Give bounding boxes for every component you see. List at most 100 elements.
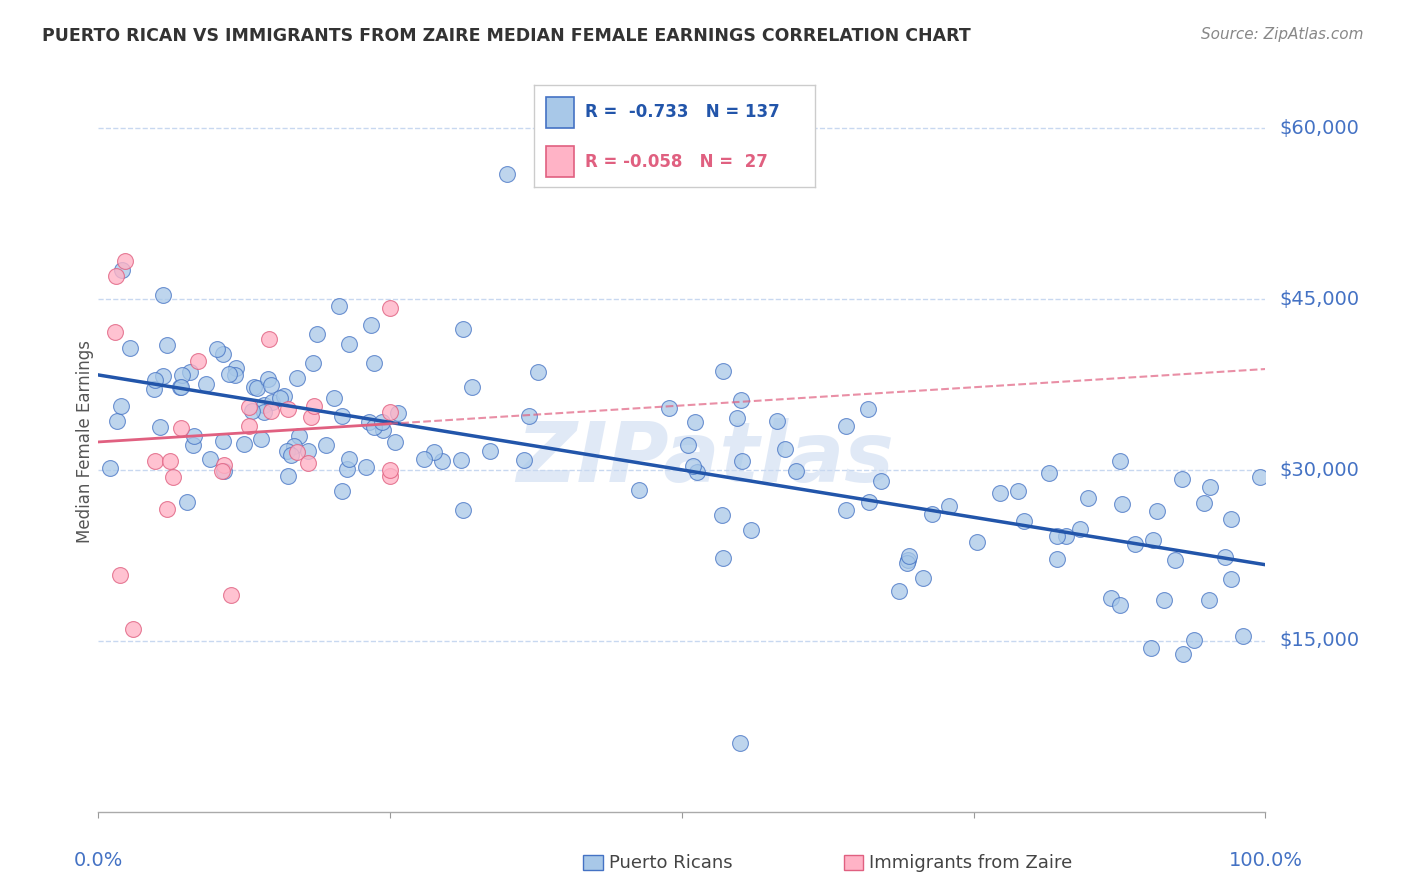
Point	[360, 318, 382, 333]
Text: 0.0%: 0.0%	[73, 851, 124, 870]
Point	[730, 736, 752, 750]
Point	[104, 269, 127, 284]
Point	[302, 399, 325, 413]
Point	[170, 421, 193, 435]
Point	[896, 556, 918, 570]
Point	[212, 464, 235, 478]
Point	[1054, 529, 1077, 543]
Point	[152, 369, 174, 384]
Point	[496, 167, 519, 181]
Point	[118, 342, 141, 356]
Point	[713, 364, 735, 378]
Point	[108, 567, 131, 582]
Point	[363, 420, 385, 434]
Point	[858, 495, 880, 509]
Point	[183, 429, 205, 443]
Bar	[546, 146, 574, 177]
Point	[1077, 491, 1099, 506]
Point	[323, 391, 346, 405]
Point	[451, 503, 474, 517]
Point	[170, 380, 193, 394]
Text: $30,000: $30,000	[1279, 460, 1360, 480]
Point	[711, 551, 734, 566]
Point	[328, 299, 350, 313]
Point	[169, 379, 191, 393]
Point	[212, 458, 235, 472]
Point	[273, 389, 295, 403]
Point	[1182, 633, 1205, 648]
Point	[260, 395, 283, 409]
Point	[785, 464, 807, 478]
Point	[775, 442, 797, 457]
Point	[238, 419, 260, 434]
Point	[187, 354, 209, 368]
Point	[152, 288, 174, 302]
Point	[766, 414, 789, 428]
Text: $60,000: $60,000	[1279, 119, 1360, 137]
Point	[478, 444, 501, 458]
Point	[114, 253, 136, 268]
Point	[105, 414, 128, 428]
Point	[938, 499, 960, 513]
Point	[1046, 529, 1069, 543]
Point	[628, 483, 651, 498]
Point	[285, 445, 308, 459]
Point	[225, 361, 247, 376]
Point	[238, 401, 260, 415]
Point	[711, 508, 734, 522]
Point	[1109, 599, 1132, 613]
Point	[1199, 480, 1222, 494]
Point	[430, 454, 453, 468]
Point	[181, 438, 204, 452]
Point	[1164, 553, 1187, 567]
Point	[143, 454, 166, 468]
Point	[658, 401, 681, 415]
Point	[179, 365, 201, 379]
Point	[451, 321, 474, 335]
Text: R =  -0.733   N = 137: R = -0.733 N = 137	[585, 103, 780, 121]
Point	[337, 336, 360, 351]
Point	[297, 444, 319, 458]
Point	[224, 368, 246, 382]
Point	[380, 469, 402, 483]
Point	[354, 459, 377, 474]
Point	[253, 398, 276, 412]
Point	[1142, 533, 1164, 547]
Point	[260, 378, 283, 392]
Point	[730, 392, 752, 407]
Point	[1109, 454, 1132, 468]
Point	[740, 523, 762, 537]
Text: $15,000: $15,000	[1279, 632, 1360, 650]
Point	[299, 409, 322, 424]
Point	[423, 445, 446, 459]
Point	[149, 420, 172, 434]
Point	[337, 452, 360, 467]
Point	[869, 475, 891, 489]
Point	[205, 342, 228, 356]
Point	[835, 418, 858, 433]
Point	[195, 376, 218, 391]
Point	[363, 356, 385, 370]
Point	[1232, 629, 1254, 643]
Point	[336, 462, 359, 476]
Point	[387, 406, 409, 420]
Point	[725, 411, 748, 425]
Point	[966, 535, 988, 549]
Point	[159, 454, 181, 468]
Point	[288, 429, 311, 443]
Text: $45,000: $45,000	[1279, 290, 1360, 309]
Point	[260, 404, 283, 418]
Text: Immigrants from Zaire: Immigrants from Zaire	[869, 854, 1073, 871]
Point	[253, 405, 276, 419]
Text: 100.0%: 100.0%	[1229, 851, 1302, 870]
Point	[283, 439, 305, 453]
Point	[380, 405, 402, 419]
Point	[330, 409, 353, 424]
Point	[212, 434, 235, 448]
Point	[122, 623, 145, 637]
Point	[921, 507, 943, 521]
Point	[200, 451, 222, 466]
Point	[380, 462, 402, 476]
Point	[269, 391, 291, 405]
Text: Source: ZipAtlas.com: Source: ZipAtlas.com	[1201, 27, 1364, 42]
